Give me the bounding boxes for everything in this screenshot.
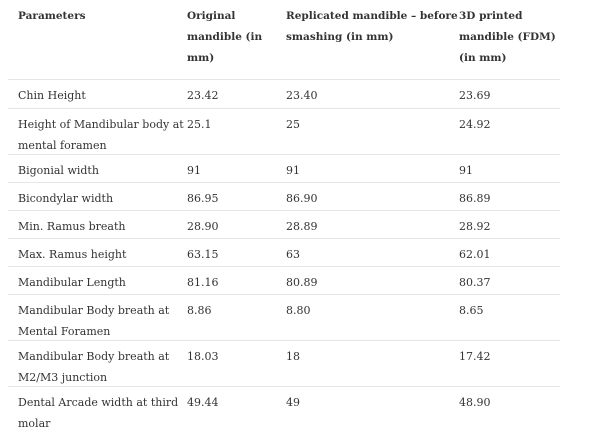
table-row: Chin Height 23.42 23.40 23.69	[8, 80, 560, 109]
table-row: Height of Mandibular body at mental fora…	[8, 109, 560, 155]
row-parameter: Bicondylar width	[18, 192, 114, 205]
row-replicated-value: 18	[286, 350, 300, 363]
table-row: Dental Arcade width at third molar 49.44…	[8, 387, 560, 433]
row-original-value: 23.42	[187, 89, 219, 102]
row-printed-value: 62.01	[459, 248, 491, 261]
row-parameter: Bigonial width	[18, 164, 99, 177]
row-replicated-value: 63	[286, 248, 300, 261]
table-row: Max. Ramus height 63.15 63 62.01	[8, 239, 560, 267]
row-printed-value: 23.69	[459, 89, 491, 102]
row-printed-value: 28.92	[459, 220, 491, 233]
row-original-value: 25.1	[187, 118, 212, 131]
row-original-value: 81.16	[187, 276, 219, 289]
row-original-value: 18.03	[187, 350, 219, 363]
row-replicated-value: 28.89	[286, 220, 318, 233]
row-replicated-value: 49	[286, 396, 300, 409]
row-parameter: Height of Mandibular body at mental fora…	[18, 118, 184, 152]
row-replicated-value: 86.90	[286, 192, 318, 205]
row-parameter: Max. Ramus height	[18, 248, 127, 261]
table-row: Min. Ramus breath 28.90 28.89 28.92	[8, 211, 560, 239]
row-printed-value: 24.92	[459, 118, 491, 131]
row-parameter: Mandibular Body breath at M2/M3 junction	[18, 350, 170, 384]
header-original-mandible: Original mandible (in mm)	[187, 10, 263, 64]
table-header-row: Parameters Original mandible (in mm) Rep…	[8, 6, 560, 80]
row-parameter: Mandibular Length	[18, 276, 126, 289]
table-row: Mandibular Body breath at M2/M3 junction…	[8, 341, 560, 387]
row-original-value: 86.95	[187, 192, 219, 205]
row-printed-value: 8.65	[459, 304, 484, 317]
row-parameter: Mandibular Body breath at Mental Foramen	[18, 304, 170, 338]
row-replicated-value: 25	[286, 118, 300, 131]
row-parameter: Min. Ramus breath	[18, 220, 126, 233]
row-original-value: 8.86	[187, 304, 212, 317]
row-replicated-value: 91	[286, 164, 300, 177]
row-printed-value: 86.89	[459, 192, 491, 205]
table-row: Mandibular Body breath at Mental Foramen…	[8, 295, 560, 341]
row-replicated-value: 8.80	[286, 304, 311, 317]
row-original-value: 91	[187, 164, 201, 177]
row-printed-value: 48.90	[459, 396, 491, 409]
row-replicated-value: 80.89	[286, 276, 318, 289]
row-parameter: Chin Height	[18, 89, 86, 102]
row-original-value: 63.15	[187, 248, 219, 261]
row-replicated-value: 23.40	[286, 89, 318, 102]
table-row: Mandibular Length 81.16 80.89 80.37	[8, 267, 560, 295]
table-row: Bigonial width 91 91 91	[8, 155, 560, 183]
row-original-value: 28.90	[187, 220, 219, 233]
header-parameters: Parameters	[18, 10, 86, 22]
row-printed-value: 80.37	[459, 276, 491, 289]
header-replicated-mandible: Replicated mandible – before smashing (i…	[286, 10, 458, 43]
row-printed-value: 91	[459, 164, 473, 177]
row-parameter: Dental Arcade width at third molar	[18, 396, 179, 430]
row-printed-value: 17.42	[459, 350, 491, 363]
row-original-value: 49.44	[187, 396, 219, 409]
table-row: Bicondylar width 86.95 86.90 86.89	[8, 183, 560, 211]
header-3d-printed-mandible: 3D printed mandible (FDM) (in mm)	[459, 10, 556, 64]
